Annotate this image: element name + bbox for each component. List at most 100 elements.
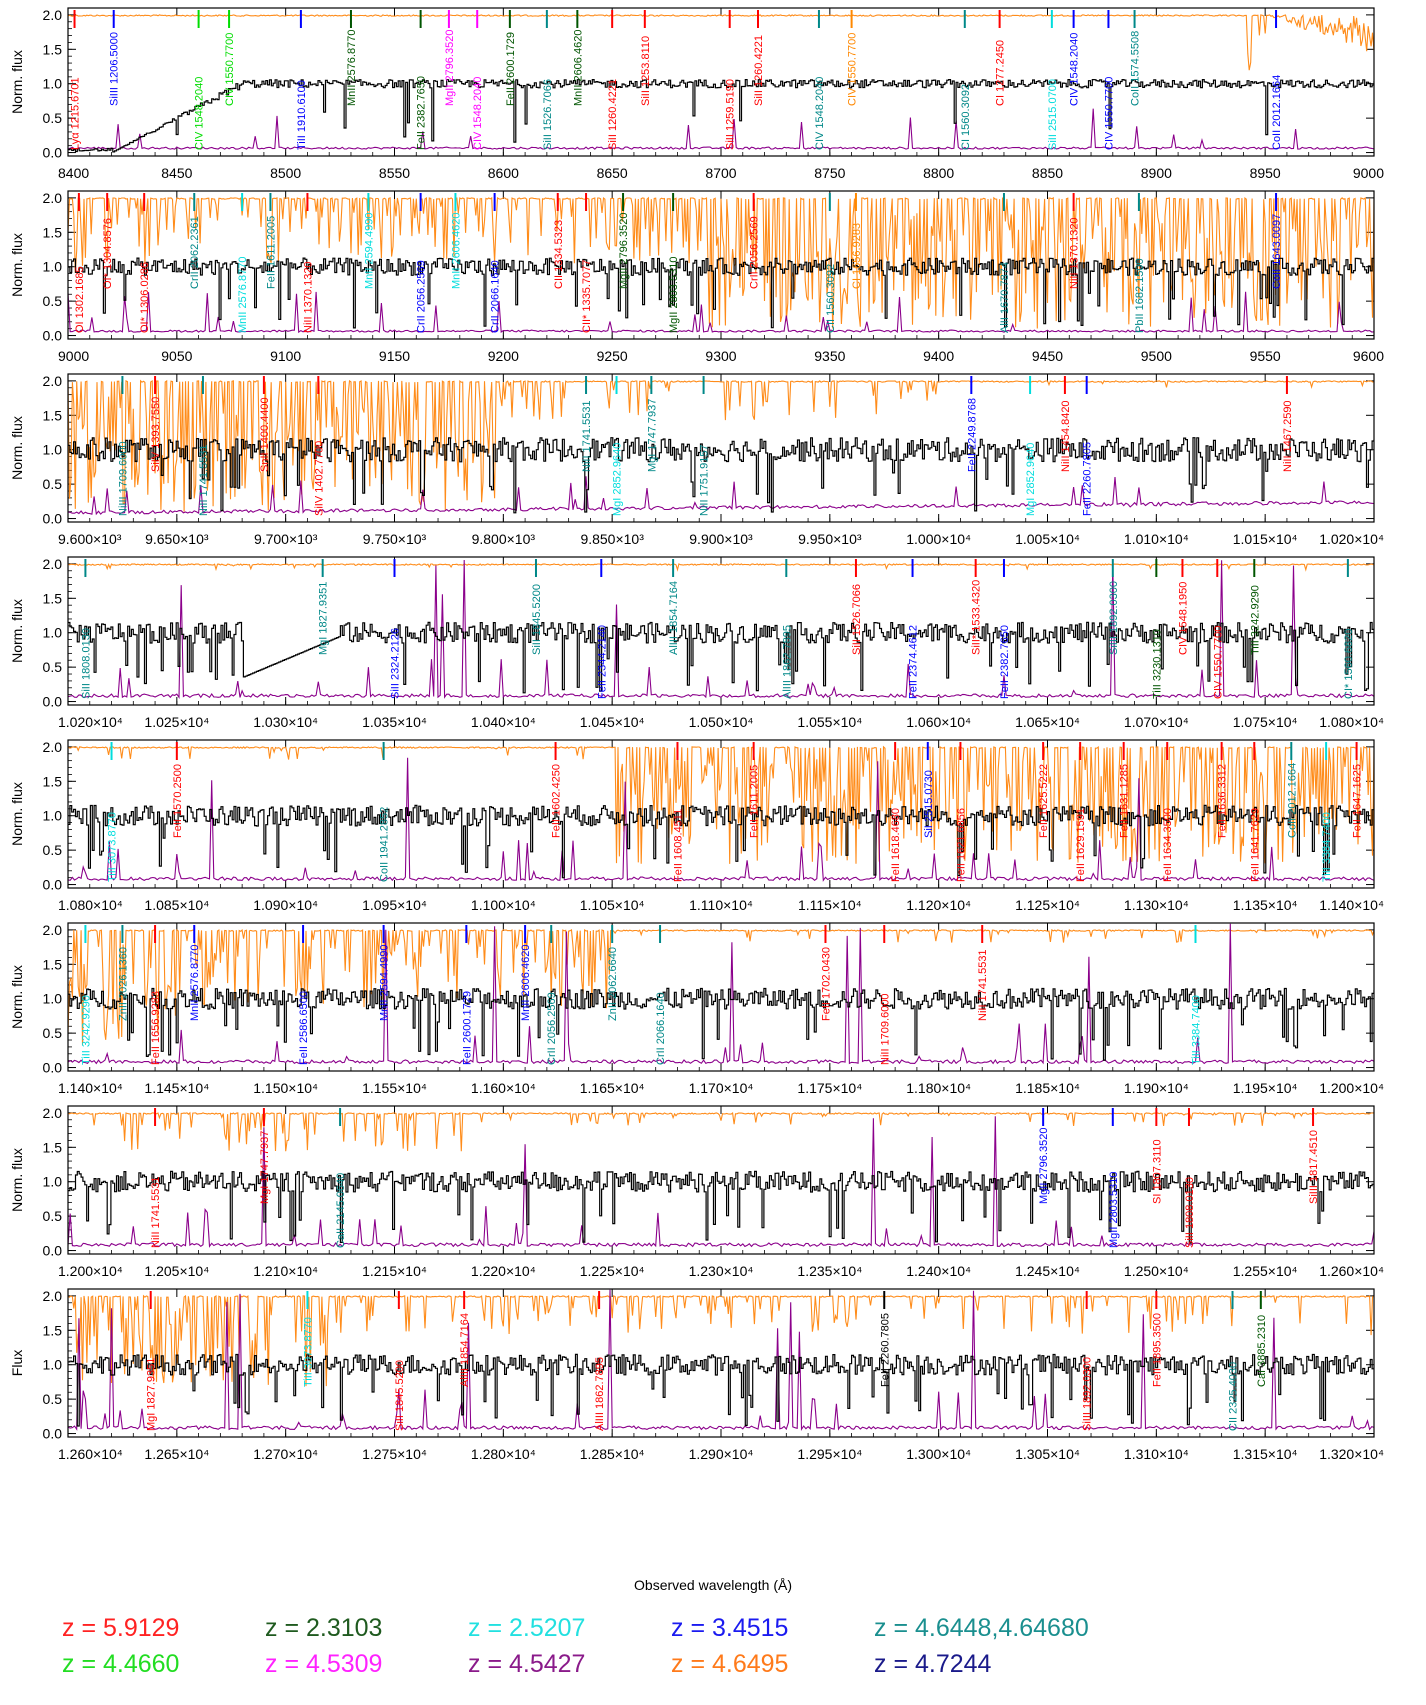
x-tick-label: 1.210×10⁴ (253, 1263, 318, 1279)
x-tick-label: 1.025×10⁴ (144, 714, 209, 730)
panel-plot-area: MgI 1827.9351 TiII 3073.8770 SiII 1845.520… (68, 1289, 1374, 1432)
line-id-label: CI 1560.3092 (960, 84, 972, 150)
legend-entry: z = 3.4515 (671, 1614, 789, 1642)
x-tick-label: 9600 (1353, 348, 1384, 364)
y-axis-label: Norm. flux (9, 1148, 25, 1212)
panel-4: 0.0 0.5 1.0 1.5 2.0 Norm. flux 1.020×10⁴ 1.025×… (9, 556, 1384, 730)
line-id-label: SiIII 1817.4510 (1308, 1130, 1320, 1204)
redshift-legend: z = 5.9129 z = 2.3103 z = 2.5207 z = 3.4515… (62, 1610, 1422, 1682)
line-id-label: FeII 2344.2140 (596, 625, 608, 699)
line-id-label: PbII 1682.1500 (1134, 258, 1146, 333)
line-id-label: OI 1302.1685 (74, 266, 86, 333)
panel-frame (67, 373, 1375, 523)
x-tick-label: 8800 (923, 165, 954, 181)
line-id-label: NiII 1741.5531 (150, 1176, 162, 1248)
flux-spectrum (68, 79, 1374, 153)
y-tick-label: 0.0 (43, 511, 63, 527)
line-id-label: MgI 1747.7937 (646, 399, 658, 472)
line-id-label: FeII 1656.9283 (150, 991, 162, 1065)
x-tick-label: 1.215×10⁴ (362, 1263, 427, 1279)
y-tick-label: 2.0 (43, 190, 63, 206)
x-tick-label: 1.300×10⁴ (906, 1446, 971, 1462)
line-id-label: NiII 1709.6000 (879, 993, 891, 1065)
error-spectrum (68, 1116, 1374, 1248)
line-id-label: SiII 1526.7066 (542, 79, 554, 150)
y-tick-label: 1.5 (43, 1139, 63, 1155)
x-tick-label: 9.700×10³ (254, 531, 318, 547)
x-tick-label: 9450 (1032, 348, 1063, 364)
x-tick-label: 1.125×10⁴ (1015, 897, 1080, 913)
line-id-label: NiII 1751.9157 (699, 444, 711, 516)
y-tick-label: 1.5 (43, 407, 63, 423)
line-id-label: CrII 2066.1640 (490, 260, 502, 333)
flux-spectrum (68, 1353, 1374, 1427)
legend-entry: z = 4.7244 (874, 1650, 992, 1678)
y-tick-label: 0.5 (43, 1208, 63, 1224)
panel-frame (67, 1105, 1375, 1255)
line-id-label: MgI 2852.9640 (1025, 443, 1037, 516)
line-id-label: AlIII 1862.7895 (781, 625, 793, 699)
x-tick-label: 1.205×10⁴ (144, 1263, 209, 1279)
x-tick-label: 1.020×10⁴ (58, 714, 123, 730)
y-tick-label: 0.0 (43, 1060, 63, 1076)
y-tick-label: 0.5 (43, 293, 63, 309)
line-id-label: FeII 1570.2500 (172, 764, 184, 838)
line-id-label: CrII 2062.2361 (189, 216, 201, 289)
line-id-label: FeII 1602.4250 (551, 764, 563, 838)
x-tick-label: 9.800×10³ (472, 531, 536, 547)
line-id-label: FeII 1895.3500 (1151, 1313, 1163, 1387)
line-id-label: TiII 1910.6100 (296, 80, 308, 150)
x-tick-label: 1.020×10⁴ (1319, 531, 1384, 547)
line-id-label: CII 1560.3092 (825, 264, 837, 333)
line-id-label: TiII 3073.8770 (107, 812, 119, 882)
x-tick-label: 8750 (814, 165, 845, 181)
x-tick-label: 1.285×10⁴ (580, 1446, 645, 1462)
line-id-label: FeII 1702.0430 (820, 947, 832, 1021)
line-id-label: TiII 3384.7400 (1321, 812, 1333, 882)
x-tick-label: 1.280×10⁴ (471, 1446, 536, 1462)
x-tick-label: 1.155×10⁴ (362, 1080, 427, 1096)
x-tick-label: 8700 (705, 165, 736, 181)
x-tick-label: 1.130×10⁴ (1124, 897, 1189, 913)
line-id-label: MgII 2803.5310 (1108, 1172, 1120, 1248)
line-id-label: AlIII 1862.7895 (594, 1357, 606, 1431)
line-id-label: SiIV 1402.7700 (313, 441, 325, 516)
y-tick-label: 0.5 (43, 659, 63, 675)
line-id-label: AlIII 1854.7164 (459, 1313, 471, 1387)
panel-plot-area: TiII 3242.9290 ZnII 2026.1360 FeII 1656.92… (68, 923, 1374, 1065)
line-id-label: CoII 2012.1664 (1286, 763, 1298, 838)
panel-6: 0.0 0.5 1.0 1.5 2.0 Norm. flux 1.140×10⁴ 1.145×… (9, 922, 1384, 1096)
y-tick-label: 2.0 (43, 556, 63, 572)
x-tick-label: 1.115×10⁴ (798, 897, 862, 913)
legend-row-2: z = 4.4660 z = 4.5309 z = 4.5427 z = 4.6495… (62, 1646, 1422, 1682)
line-id-label: MnII 2594.4990 (379, 945, 391, 1021)
x-tick-label: 1.005×10⁴ (1015, 531, 1080, 547)
x-tick-label: 1.095×10⁴ (362, 897, 427, 913)
line-id-label: CIV 1550.7700 (847, 33, 859, 106)
flux-spectrum (68, 621, 1374, 694)
x-tick-label: 9050 (161, 348, 192, 364)
x-tick-label: 1.050×10⁴ (689, 714, 754, 730)
line-id-label: SiIII 1892.0300 (1108, 581, 1120, 655)
y-tick-label: 2.0 (43, 7, 63, 23)
legend-entry: z = 2.5207 (468, 1614, 586, 1642)
line-id-label: NiII 1741.5531 (581, 400, 593, 472)
panel-frame (67, 1288, 1375, 1438)
x-tick-label: 1.250×10⁴ (1124, 1263, 1189, 1279)
x-tick-label: 1.260×10⁴ (58, 1446, 123, 1462)
x-tick-label: 1.030×10⁴ (253, 714, 318, 730)
line-id-label: MgII 2796.3520 (444, 30, 456, 106)
x-tick-label: 1.310×10⁴ (1124, 1446, 1189, 1462)
legend-entry: z = 4.6448,4.64680 (874, 1614, 1089, 1642)
line-id-label: FeII 1611.2005 (265, 216, 277, 289)
x-tick-label: 1.060×10⁴ (906, 714, 971, 730)
x-tick-label: 1.015×10⁴ (1233, 531, 1298, 547)
x-tick-label: 1.170×10⁴ (689, 1080, 754, 1096)
x-tick-label: 1.195×10⁴ (1233, 1080, 1298, 1096)
telluric-spectrum (68, 14, 1374, 71)
legend-entry: z = 5.9129 (62, 1614, 180, 1642)
x-tick-label: 1.140×10⁴ (1319, 897, 1384, 913)
x-tick-label: 1.070×10⁴ (1124, 714, 1189, 730)
x-tick-label: 9550 (1250, 348, 1281, 364)
line-id-label: ZnII 2062.6640 (607, 947, 619, 1021)
